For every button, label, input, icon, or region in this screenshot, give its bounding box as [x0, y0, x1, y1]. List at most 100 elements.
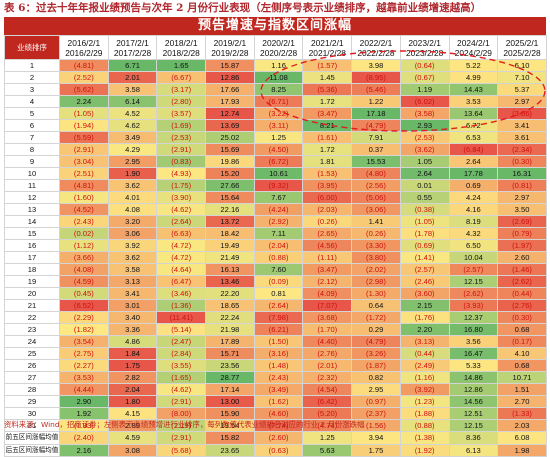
value-cell: 2.20 [399, 323, 450, 336]
value-cell: 3.08 [107, 443, 158, 457]
table-row: 25 (2.75) 1.84 (2.84) 15.71 (3.16) (2.76) (3.26… [4, 347, 547, 360]
value-cell: (2.03) [302, 203, 353, 216]
value-cell: (3.26) [351, 347, 401, 360]
value-cell: 2.90 [59, 395, 109, 408]
table-row: 7 (5.59) 3.49 (2.53) 25.02 1.25 (1.61) 7.91 (2.5… [4, 131, 547, 144]
table-row: 3 (5.62) 3.58 (3.17) 17.66 8.25 (5.36) (5.46) 1.… [4, 83, 547, 96]
rank-cell: 1 [4, 59, 60, 72]
period-header-9: 2024/2/1 2024/2/29 [448, 35, 499, 60]
value-cell: (6.47) [156, 275, 207, 288]
value-cell: (1.82) [59, 323, 109, 336]
value-cell: (5.06) [351, 191, 401, 204]
value-cell: (2.57) [448, 263, 499, 276]
table-title-banner: 预告增速与指数区间涨幅 [4, 17, 546, 35]
value-cell: (1.60) [59, 191, 109, 204]
period-start: 2019/2/1 [213, 37, 247, 48]
period-end: 2020/2/28 [259, 47, 298, 58]
value-cell: 2.24 [59, 95, 109, 108]
value-cell: 4.16 [448, 203, 499, 216]
value-cell: (1.05) [59, 107, 109, 120]
table-row: 18 (4.08) 3.58 (4.64) 16.13 7.60 (3.47) (2.02)(… [4, 263, 547, 276]
table-body: 1 (4.81) 6.71 1.65 15.87 1.16 (1.57) 3.98 (0.64)… [4, 59, 547, 457]
value-cell: (1.97) [497, 239, 547, 252]
value-cell: 13.64 [448, 107, 499, 120]
value-cell: (2.43) [253, 371, 304, 384]
table-row: 15 (0.02) 3.06 (6.63) 18.42 7.11 (2.65) (0.26)(… [4, 227, 547, 240]
period-end: 2024/2/29 [454, 47, 492, 58]
rank-cell: 6 [4, 119, 60, 132]
value-cell: 5.22 [448, 59, 499, 72]
value-cell: (3.46) [156, 287, 207, 300]
period-start: 2024/2/1 [457, 37, 490, 48]
value-cell: 1.22 [351, 95, 401, 108]
value-cell: 7.91 [351, 131, 401, 144]
value-cell: (0.30) [497, 155, 547, 168]
rank-cell: 2 [4, 71, 60, 84]
value-cell: (2.47) [156, 335, 207, 348]
value-cell: (3.66) [497, 107, 547, 120]
value-cell: 12.74 [205, 107, 255, 120]
rank-column-header: 业绩排序 [4, 35, 60, 60]
value-cell: 10.04 [448, 251, 499, 264]
period-start: 2025/2/1 [505, 37, 539, 48]
table-row: 19 (4.59) 3.13 (6.47) 13.46 (0.09) (2.12) (2.98… [4, 275, 547, 288]
value-cell: 12.37 [448, 311, 499, 324]
value-cell: 10.71 [497, 371, 547, 384]
value-cell: (6.84) [448, 143, 499, 156]
value-cell: 0.64 [351, 299, 401, 312]
value-cell: 17.89 [205, 335, 255, 348]
rank-cell: 31 [4, 419, 60, 432]
value-cell: 3.20 [107, 215, 158, 228]
value-cell: (2.19) [156, 419, 207, 432]
value-cell: (3.93) [448, 299, 499, 312]
value-cell: 3.61 [497, 131, 547, 144]
value-cell: (2.01) [302, 359, 353, 372]
period-end: 2019/2/28 [211, 47, 249, 58]
value-cell: (0.44) [497, 287, 547, 300]
value-cell: 2.03 [497, 419, 547, 432]
value-cell: (4.93) [156, 167, 207, 180]
value-cell: (0.79) [497, 227, 547, 240]
value-cell: 3.06 [107, 227, 158, 240]
rank-cell: 16 [4, 239, 60, 252]
value-cell: (2.92) [253, 215, 304, 228]
value-cell: 4.59 [107, 431, 158, 445]
table-row: 28 (4.44) 2.04 (4.62) 17.14 (3.49) (4.54) 2.95(… [4, 383, 547, 396]
rank-cell: 26 [4, 359, 60, 372]
value-cell: 4.52 [107, 107, 158, 120]
value-cell: (4.79) [351, 335, 401, 348]
rank-cell: 5 [4, 107, 60, 120]
table-row: 17 (3.66) 3.62 (4.72) 21.49 (0.88) (1.11) (3.80… [4, 251, 547, 264]
rank-cell: 15 [4, 227, 60, 240]
value-cell: 6.13 [448, 443, 499, 457]
value-cell: (1.12) [59, 239, 109, 252]
value-cell: (3.60) [399, 287, 450, 300]
value-cell: (2.49) [399, 359, 450, 372]
period-end: 2023/2/28 [406, 47, 444, 58]
value-cell: 3.62 [107, 251, 158, 264]
period-header-6: 2021/2/1 2021/2/28 [302, 35, 353, 60]
table-row: 13 (4.52) 4.08 (4.62) 22.16 (4.24) (2.03) (3.06… [4, 203, 547, 216]
value-cell: 7.10 [497, 71, 547, 84]
rank-cell: 19 [4, 275, 60, 288]
value-cell: (1.16) [399, 371, 450, 384]
value-cell: 1.05 [399, 155, 450, 168]
value-cell: 3.01 [107, 299, 158, 312]
value-cell: (4.79) [351, 119, 401, 132]
value-cell: (6.02) [399, 95, 450, 108]
value-cell: (2.02) [351, 263, 401, 276]
table-row: 9 (3.04) 2.95 (0.83) 19.86 (6.72) 1.81 15.53 1.0… [4, 155, 547, 168]
rank-cell: 3 [4, 83, 60, 96]
value-cell: (0.45) [59, 287, 109, 300]
value-cell: 19.86 [205, 155, 255, 168]
value-cell: 14.43 [448, 83, 499, 96]
value-cell: 12.86 [205, 71, 255, 84]
value-cell: (4.56) [302, 239, 353, 252]
table-row: 8 (2.91) 4.29 (2.91) 15.69 (4.50) 1.72 0.37 (3.6… [4, 143, 547, 156]
value-cell: 15.64 [205, 191, 255, 204]
rank-cell: 18 [4, 263, 60, 276]
table-row: 29 2.90 1.80 (2.91) 13.00 (1.62) (6.42) (0.97)(… [4, 395, 547, 408]
value-cell: 6.10 [497, 59, 547, 72]
value-cell: 18.65 [205, 299, 255, 312]
value-cell: 4.08 [107, 203, 158, 216]
